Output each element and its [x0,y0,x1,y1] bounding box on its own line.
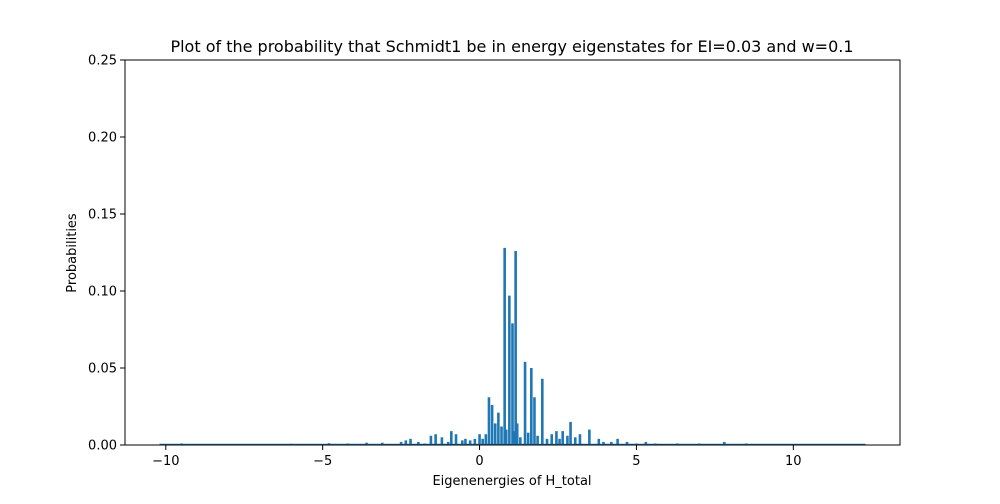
bar [484,434,488,445]
bar [558,438,561,445]
bar [446,441,450,445]
y-tick-label: 0.20 [88,131,117,146]
bar [404,440,408,445]
bar [523,361,527,445]
bar [526,432,530,445]
bar [511,323,514,445]
bar [497,412,500,445]
bar [417,441,420,445]
bar [514,250,517,445]
bar [578,434,582,445]
y-axis-label: Probabilities [65,213,80,293]
bars-group [180,247,748,445]
bar [493,423,497,445]
bar [399,441,403,445]
bar [473,438,477,445]
bar [500,426,503,445]
bar [512,431,516,445]
bar [550,434,554,445]
bar [504,429,508,445]
bar [541,378,544,445]
bar [434,434,437,445]
y-tick-label: 0.25 [88,54,117,69]
bar [440,437,444,445]
x-tick-label: −10 [152,454,179,469]
bar [468,440,472,445]
bar [530,368,533,445]
x-axis-label: Eigenenergies of H_total [432,474,591,489]
x-tick-label: −5 [313,454,332,469]
bar [515,423,519,445]
y-tick-label: 0.05 [88,362,117,377]
bar [545,438,549,445]
bar [602,441,605,445]
bar [566,435,569,445]
bar [508,295,511,445]
bar [625,441,629,445]
bar [569,421,572,445]
bar [536,435,539,445]
x-tick-label: 10 [785,454,802,469]
bar [588,429,591,445]
bar [487,397,491,445]
y-tick-label: 0.00 [88,439,117,454]
bar [429,435,433,445]
plot-frame [124,59,901,446]
bar [450,431,453,445]
bar [409,438,412,445]
y-tick-label: 0.15 [88,208,117,223]
bar [481,438,484,445]
bar [644,441,648,445]
bar [461,440,464,445]
y-axis-ticks: 0.00 0.05 0.10 0.15 0.20 0.25 [88,54,125,454]
bar [519,437,522,445]
bar [454,434,458,445]
x-axis-ticks: −10 −5 0 5 10 [152,445,802,469]
bar [722,441,726,445]
bar [533,397,536,445]
bar [478,434,481,445]
bar [490,404,494,445]
bar [597,438,601,445]
bar [561,431,564,445]
x-tick-label: 0 [475,454,483,469]
bar [573,437,577,445]
y-tick-label: 0.10 [88,285,117,300]
bar [610,441,613,445]
chart-title: Plot of the probability that Schmidt1 be… [170,37,853,56]
bar [464,438,467,445]
bar [555,431,558,445]
x-tick-label: 5 [632,454,640,469]
bar [503,247,506,445]
bar [616,438,619,445]
